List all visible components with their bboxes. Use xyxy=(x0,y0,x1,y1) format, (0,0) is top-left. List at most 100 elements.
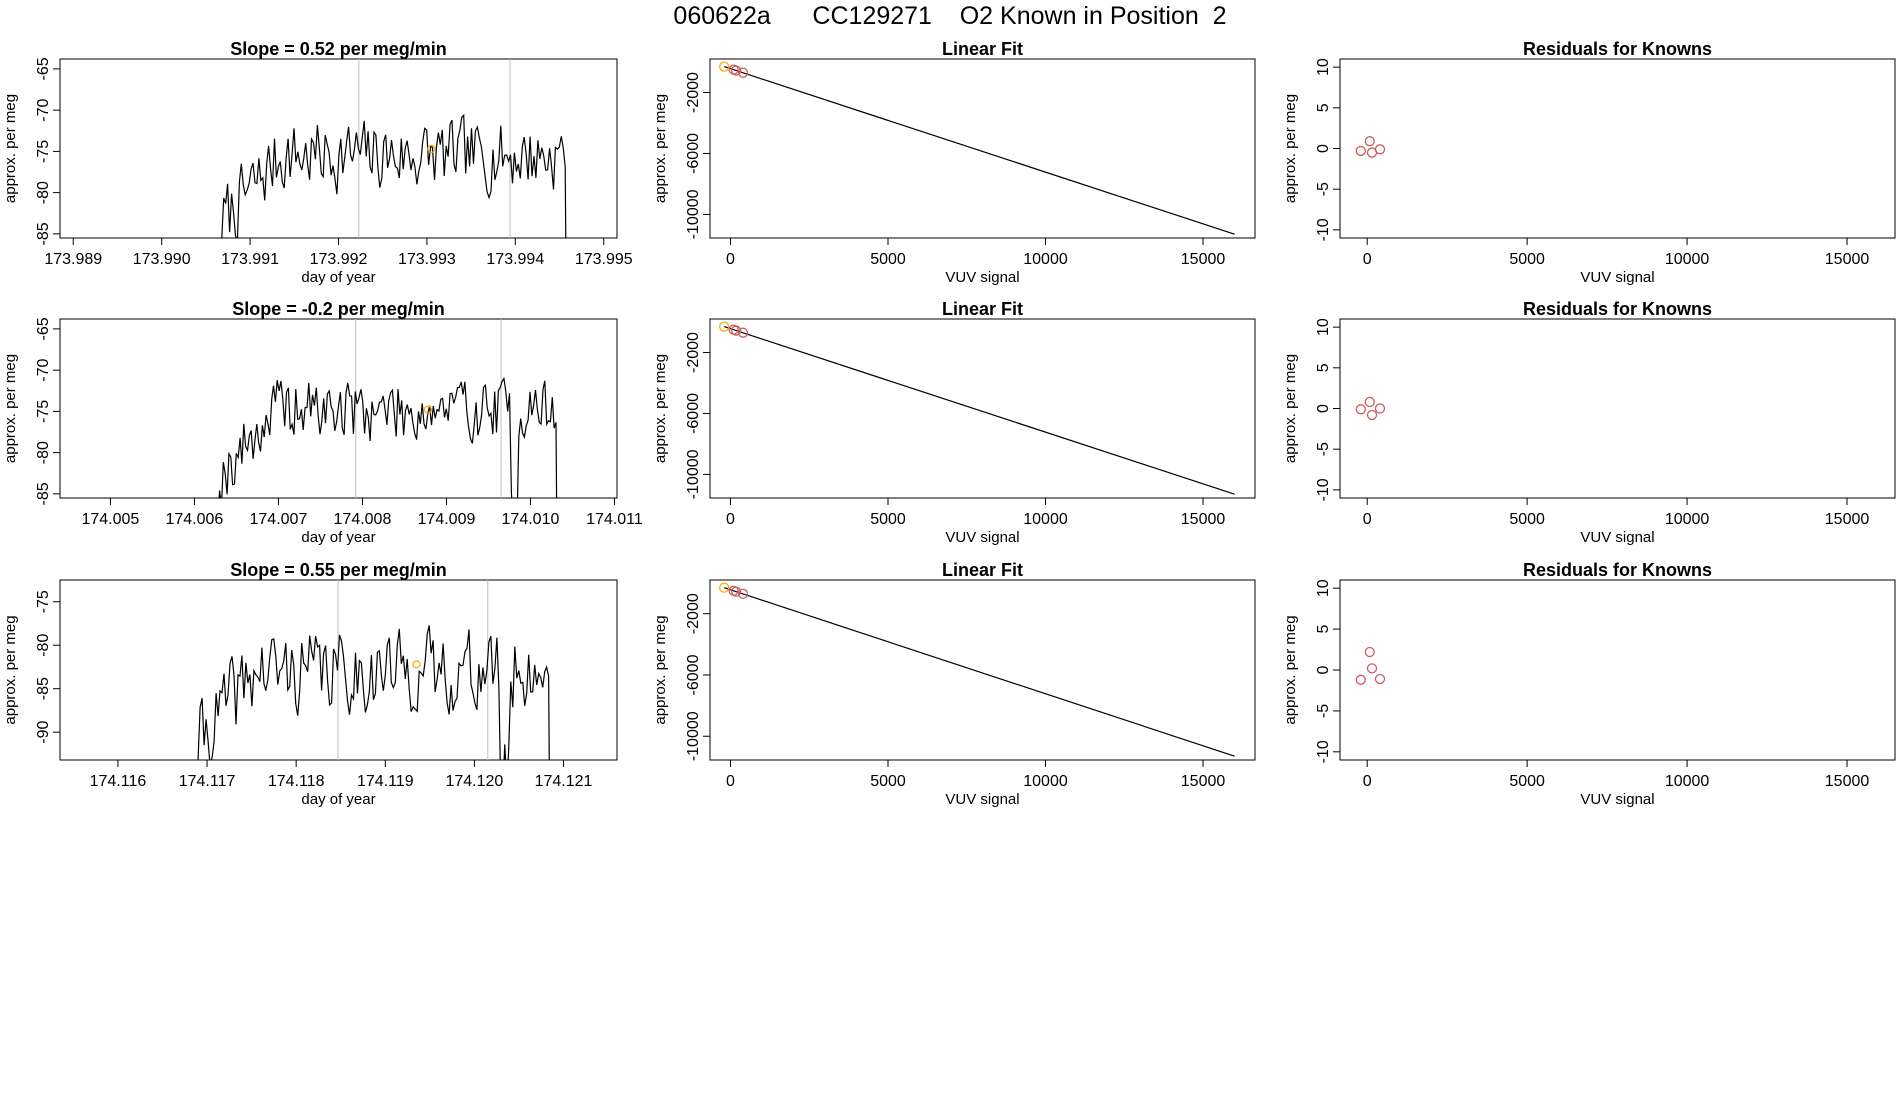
panel-title: Residuals for Knowns xyxy=(1523,560,1712,580)
x-tick-label: 174.119 xyxy=(357,773,414,790)
x-axis-label: VUV signal xyxy=(945,791,1019,808)
y-axis-label: approx. per meg xyxy=(652,615,669,724)
y-tick-label: -80 xyxy=(35,634,52,657)
x-axis-label: day of year xyxy=(301,791,375,808)
x-tick-label: 5000 xyxy=(870,773,906,790)
y-tick-label: -5 xyxy=(1315,442,1332,456)
x-axis-label: VUV signal xyxy=(945,269,1019,286)
y-tick-label: -10000 xyxy=(685,711,702,761)
plot-frame xyxy=(709,318,1256,499)
x-axis-label: VUV signal xyxy=(1580,269,1654,286)
x-tick-label: 5000 xyxy=(870,511,906,528)
x-tick-label: 5000 xyxy=(1509,251,1545,268)
data-point xyxy=(1374,403,1386,414)
highlight-point xyxy=(427,144,436,154)
x-tick-label: 174.116 xyxy=(90,773,147,790)
y-tick-label: 5 xyxy=(1315,103,1332,112)
x-tick-label: 10000 xyxy=(1023,773,1068,790)
data-point xyxy=(737,588,749,599)
x-tick-label: 173.995 xyxy=(575,251,633,268)
y-axis-label: approx. per meg xyxy=(1282,354,1299,463)
plot-area xyxy=(719,582,1235,757)
y-tick-label: -75 xyxy=(35,140,52,163)
data-point xyxy=(1366,663,1378,674)
x-tick-label: 0 xyxy=(1363,251,1372,268)
x-tick-label: 174.011 xyxy=(586,511,643,528)
panel-5: Linear Fit 0 5000 10000 15000 VUV signal -1000… xyxy=(652,299,1256,546)
plot-area xyxy=(1355,646,1386,685)
x-tick-label: 0 xyxy=(726,251,735,268)
y-axis-label: approx. per meg xyxy=(1282,94,1299,203)
panel-title: Residuals for Knowns xyxy=(1523,299,1712,319)
y-tick-label: -90 xyxy=(35,721,52,744)
y-tick-label: -75 xyxy=(35,400,52,423)
panel-7: Slope = 0.55 per meg/min 174.116 174.117 17… xyxy=(2,560,618,808)
y-tick-label: -6000 xyxy=(685,393,702,434)
y-axis-label: approx. per meg xyxy=(652,94,669,203)
x-tick-label: 15000 xyxy=(1825,511,1870,528)
y-tick-label: -10000 xyxy=(685,189,702,239)
y-tick-label: -70 xyxy=(35,358,52,381)
y-tick-label: -10 xyxy=(1315,218,1332,241)
x-tick-label: 5000 xyxy=(1509,511,1545,528)
x-tick-label: 0 xyxy=(726,511,735,528)
data-point xyxy=(730,586,742,597)
plot-area xyxy=(719,61,1235,235)
y-tick-label: -65 xyxy=(35,317,52,340)
x-tick-label: 173.994 xyxy=(486,251,544,268)
panel-title: Linear Fit xyxy=(942,299,1023,319)
panel-4: Slope = -0.2 per meg/min 174.005 174.006 17… xyxy=(2,299,643,546)
x-tick-label: 5000 xyxy=(1509,773,1545,790)
y-tick-label: -2000 xyxy=(685,72,702,113)
y-tick-label: -85 xyxy=(35,222,52,245)
y-tick-label: -6000 xyxy=(685,133,702,174)
data-point xyxy=(737,67,749,78)
x-axis-label: day of year xyxy=(301,529,375,546)
series-line xyxy=(197,625,550,760)
y-tick-label: 10 xyxy=(1315,579,1332,597)
x-tick-label: 173.991 xyxy=(221,251,279,268)
x-tick-label: 174.120 xyxy=(445,773,503,790)
fit-line xyxy=(723,326,1235,495)
panel-title: Slope = 0.55 per meg/min xyxy=(230,560,447,580)
x-axis-label: VUV signal xyxy=(945,529,1019,546)
plot-area xyxy=(197,580,550,760)
data-point xyxy=(1355,145,1366,157)
panel-3: Residuals for Knowns 0 5000 10000 15000 VUV s… xyxy=(1282,39,1896,286)
plot-area xyxy=(218,319,558,498)
series-line xyxy=(218,376,558,498)
y-tick-label: 0 xyxy=(1315,665,1332,674)
x-tick-label: 0 xyxy=(1363,773,1372,790)
x-tick-label: 174.006 xyxy=(165,511,223,528)
y-tick-label: 10 xyxy=(1315,318,1332,336)
x-tick-label: 174.005 xyxy=(81,511,139,528)
data-point xyxy=(1366,409,1378,421)
plot-frame xyxy=(59,58,618,239)
plot-frame xyxy=(1339,318,1896,499)
panel-1: Slope = 0.52 per meg/min 173.989 173.990 17… xyxy=(2,39,633,286)
x-tick-label: 15000 xyxy=(1181,251,1226,268)
plot-area xyxy=(221,59,567,238)
data-point xyxy=(1364,646,1375,658)
x-tick-label: 174.007 xyxy=(250,511,308,528)
plot-frame xyxy=(709,58,1256,239)
y-axis-label: approx. per meg xyxy=(2,94,19,203)
x-tick-label: 10000 xyxy=(1665,773,1710,790)
x-tick-label: 10000 xyxy=(1023,511,1068,528)
data-point xyxy=(1364,396,1375,408)
panel-title: Slope = -0.2 per meg/min xyxy=(232,299,445,319)
y-tick-label: -5 xyxy=(1315,704,1332,718)
x-axis-label: VUV signal xyxy=(1580,529,1654,546)
x-tick-label: 174.118 xyxy=(268,773,325,790)
x-tick-label: 174.009 xyxy=(418,511,476,528)
highlight-point xyxy=(423,405,433,414)
x-tick-label: 173.990 xyxy=(133,251,191,268)
x-tick-label: 173.993 xyxy=(398,251,456,268)
panel-2: Linear Fit 0 5000 10000 15000 VUV signal -1000… xyxy=(652,39,1256,286)
y-tick-label: -85 xyxy=(35,482,52,505)
plot-area xyxy=(1355,136,1386,158)
y-tick-label: 10 xyxy=(1315,58,1332,76)
panel-9: Residuals for Knowns 0 5000 10000 15000 VUV s… xyxy=(1282,560,1896,808)
panel-8: Linear Fit 0 5000 10000 15000 VUV signal -1000… xyxy=(652,560,1256,808)
plot-frame xyxy=(1339,579,1896,761)
